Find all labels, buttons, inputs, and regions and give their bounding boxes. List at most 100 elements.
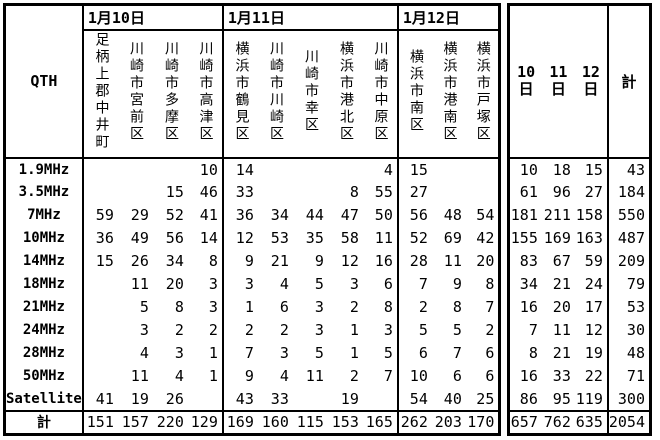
value-cell <box>466 158 500 181</box>
total-value-cell: 160 <box>257 409 293 435</box>
value-cell <box>293 388 328 411</box>
location-label: 川崎市川崎区 <box>268 40 285 143</box>
value-cell: 11 <box>130 367 149 385</box>
summary-row: 10 18 15 43 <box>509 157 651 181</box>
value-cell: 41 <box>199 206 218 224</box>
value-cell: 3 <box>174 344 184 362</box>
value-cell: 54 <box>476 206 495 224</box>
value-cell: 5 <box>383 344 393 362</box>
location-label: 川崎市幸区 <box>303 49 320 134</box>
value-cell: 61 <box>519 183 538 201</box>
total-value-cell: 635 <box>574 409 608 435</box>
value-cell: 33 <box>552 367 571 385</box>
value-cell <box>293 158 328 181</box>
value-cell: 10 <box>519 160 538 179</box>
value-cell: 2 <box>279 321 289 339</box>
value-cell: 11 <box>443 252 462 270</box>
value-cell: 5 <box>452 321 462 339</box>
value-cell: 19 <box>130 389 149 408</box>
value-cell: 14 <box>199 229 218 247</box>
value-cell <box>118 181 153 204</box>
location-label: 横浜市鶴見区 <box>233 40 250 143</box>
value-cell: 47 <box>340 206 359 224</box>
location-cell: 横浜市戸塚区 <box>465 29 500 159</box>
value-cell: 1 <box>221 295 258 319</box>
value-cell <box>432 158 466 181</box>
value-cell <box>83 319 118 342</box>
day-header-10: 10 日 <box>508 4 542 159</box>
value-cell: 24 <box>584 275 603 293</box>
value-cell: 21 <box>552 275 571 293</box>
value-cell: 11 <box>552 321 571 339</box>
total-value-cell: 169 <box>221 409 258 435</box>
location-cell: 川崎市川崎区 <box>257 29 293 159</box>
value-cell: 2 <box>485 321 495 339</box>
value-cell: 9 <box>221 364 258 388</box>
value-cell: 2 <box>349 298 359 316</box>
value-cell: 119 <box>575 389 603 408</box>
value-cell: 15 <box>95 252 114 270</box>
value-cell: 46 <box>199 183 218 201</box>
value-cell: 7 <box>383 367 393 385</box>
location-cell: 横浜市港南区 <box>431 29 466 159</box>
location-cell: 横浜市港北区 <box>327 29 363 159</box>
day-header-num: 11 <box>549 63 568 81</box>
value-cell: 34 <box>165 252 184 270</box>
band-row: 28MHz 4 3 1 7 3 5 1 5 6 7 6 <box>4 341 500 365</box>
value-cell: 3 <box>314 321 324 339</box>
date-header-row: QTH 1月10日 1月11日 1月12日 <box>4 4 500 159</box>
band-label: 28MHz <box>4 341 84 365</box>
value-cell: 7 <box>452 344 462 362</box>
value-cell: 44 <box>305 206 324 224</box>
value-cell: 26 <box>130 252 149 270</box>
value-cell: 8 <box>383 298 393 316</box>
value-cell: 9 <box>314 252 324 270</box>
band-row: 3.5MHz 15 46 33 8 55 27 <box>4 180 500 204</box>
total-value-cell: 2054 <box>606 409 651 435</box>
value-cell: 7 <box>528 321 538 339</box>
value-cell: 3 <box>314 298 324 316</box>
value-cell: 86 <box>519 389 538 408</box>
value-cell: 3 <box>279 344 289 362</box>
value-cell: 16 <box>519 298 538 316</box>
value-cell: 5 <box>314 275 324 293</box>
value-cell: 26 <box>165 389 184 408</box>
location-label: 川崎市多摩区 <box>163 40 180 143</box>
value-cell: 8 <box>349 183 359 201</box>
location-label: 横浜市港南区 <box>441 40 458 143</box>
value-cell: 12 <box>221 226 258 250</box>
value-cell: 8 <box>174 298 184 316</box>
grand-total-header: 計 <box>606 4 651 159</box>
value-cell: 1 <box>208 367 218 385</box>
total-value-cell: 262 <box>396 409 432 435</box>
summary-row: 16 33 22 71 <box>509 364 651 388</box>
location-label: 横浜市港北区 <box>338 40 355 143</box>
value-cell <box>83 273 118 296</box>
value-cell: 12 <box>340 252 359 270</box>
band-by-location-table: QTH 1月10日 1月11日 1月12日 足柄上郡中井町 川崎市宮前区 川崎市多摩… <box>3 3 502 436</box>
band-label: 24MHz <box>4 318 84 342</box>
location-label: 川崎市高津区 <box>197 40 214 143</box>
band-label: 1.9MHz <box>4 157 84 181</box>
value-cell: 4 <box>174 367 184 385</box>
summary-row: 34 21 24 79 <box>509 272 651 296</box>
value-cell: 17 <box>584 298 603 316</box>
value-cell: 96 <box>552 183 571 201</box>
total-value-cell: 762 <box>541 409 575 435</box>
value-cell: 16 <box>374 252 393 270</box>
summary-header-row: 10 日 11 日 12 日 計 <box>508 4 651 159</box>
value-cell: 29 <box>130 206 149 224</box>
value-cell: 59 <box>95 206 114 224</box>
value-cell: 5 <box>396 318 432 342</box>
total-value-cell: 203 <box>431 409 466 435</box>
total-value-cell: 129 <box>187 409 223 435</box>
date-group-jan12: 1月12日 <box>396 4 500 31</box>
value-cell: 11 <box>305 367 324 385</box>
value-cell: 3 <box>383 321 393 339</box>
value-cell: 20 <box>476 252 495 270</box>
total-value-cell: 220 <box>152 409 188 435</box>
value-cell: 19 <box>340 389 359 408</box>
band-row: 14MHz 15 26 34 8 9 21 9 12 16 28 11 20 <box>4 249 500 273</box>
band-row: 10MHz 36 49 56 14 12 53 35 58 11 52 69 42 <box>4 226 500 250</box>
band-row: 21MHz 5 8 3 1 6 3 2 8 2 8 7 <box>4 295 500 319</box>
